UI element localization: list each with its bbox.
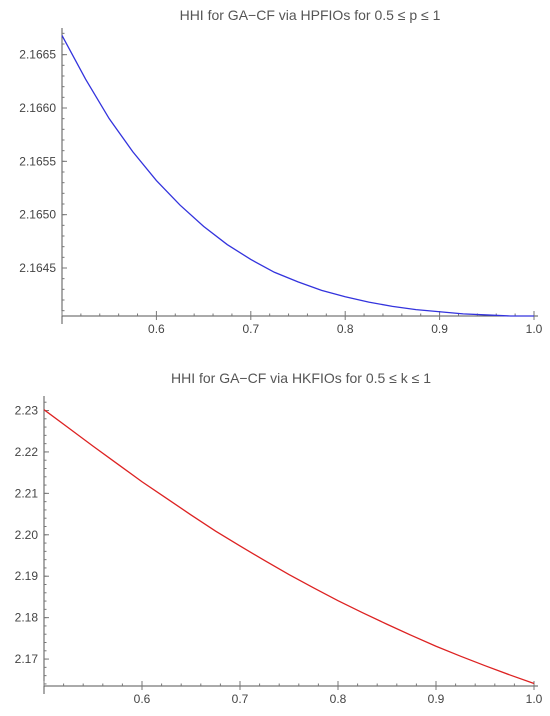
hpfio-x-tick-label: 1.0 xyxy=(526,322,543,336)
hpfio-y-tick-label: 2.1665 xyxy=(19,48,56,62)
hpfio-x-tick-label: 0.7 xyxy=(242,322,259,336)
hkfio-x-tick-label: 1.0 xyxy=(526,692,543,706)
hkfio-x-tick-label: 0.7 xyxy=(232,692,249,706)
hpfio-x-tick-label: 0.9 xyxy=(431,322,448,336)
hkfio-x-tick-label: 0.6 xyxy=(134,692,151,706)
hkfio-chart-title: HHI for GA−CF via HKFIOs for 0.5 ≤ k ≤ 1 xyxy=(171,370,431,386)
hpfio-x-tick-label: 0.6 xyxy=(148,322,165,336)
hkfio-y-tick-label: 2.23 xyxy=(15,404,39,418)
hkfio-y-tick-label: 2.19 xyxy=(15,569,39,583)
hkfio-chart: HHI for GA−CF via HKFIOs for 0.5 ≤ k ≤ 1… xyxy=(15,370,543,706)
hpfio-series-line xyxy=(61,35,534,317)
hkfio-y-tick-label: 2.18 xyxy=(15,611,39,625)
hkfio-x-tick-label: 0.8 xyxy=(330,692,347,706)
hpfio-y-tick-label: 2.1650 xyxy=(19,208,56,222)
hkfio-x-tick-label: 0.9 xyxy=(428,692,445,706)
hpfio-y-tick-label: 2.1655 xyxy=(19,154,56,168)
hpfio-chart: HHI for GA−CF via HPFIOs for 0.5 ≤ p ≤ 1… xyxy=(19,7,542,336)
hkfio-series-line xyxy=(43,409,535,685)
hkfio-y-tick-label: 2.21 xyxy=(15,486,39,500)
hkfio-y-tick-label: 2.22 xyxy=(15,445,39,459)
hpfio-y-tick-label: 2.1645 xyxy=(19,261,56,275)
hpfio-chart-title: HHI for GA−CF via HPFIOs for 0.5 ≤ p ≤ 1 xyxy=(180,7,441,23)
hkfio-y-tick-label: 2.17 xyxy=(15,652,39,666)
hpfio-y-tick-label: 2.1660 xyxy=(19,101,56,115)
hkfio-y-tick-label: 2.20 xyxy=(15,528,39,542)
hpfio-x-tick-label: 0.8 xyxy=(337,322,354,336)
